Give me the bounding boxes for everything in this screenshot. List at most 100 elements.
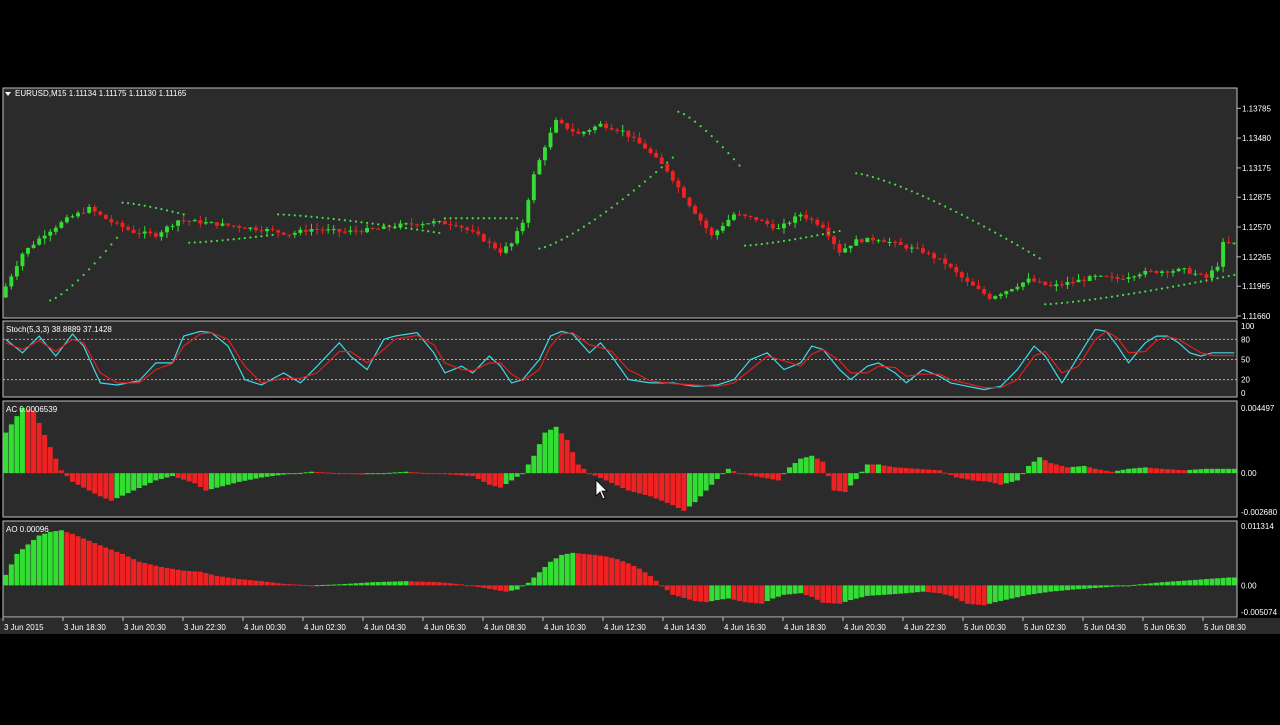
psar-dot (1166, 286, 1169, 289)
ac-bar (214, 473, 220, 488)
ac-bar (1176, 469, 1182, 474)
psar-dot (543, 245, 547, 249)
ao-bar (286, 584, 292, 586)
ac-bar (509, 473, 515, 481)
psar-dot (438, 231, 441, 235)
psar-dot (349, 219, 352, 222)
ao-bar (481, 585, 487, 588)
psar-dot (554, 241, 558, 244)
ao-bar (253, 580, 259, 586)
ao-bar (192, 571, 198, 586)
ao-bar (14, 553, 20, 586)
candle-body (648, 148, 653, 153)
candle-body (665, 164, 670, 172)
psar-dot (610, 206, 613, 209)
ac-bar (842, 473, 848, 493)
ao-bar (525, 582, 531, 586)
psar-dot (716, 140, 719, 143)
ac-bar (598, 473, 604, 478)
ao-bar (164, 567, 170, 586)
ac-tick-label: 0.004497 (1241, 404, 1275, 413)
candle-body (1132, 276, 1137, 278)
ac-bar (420, 472, 426, 474)
ao-bar (381, 581, 387, 586)
ac-bar (581, 468, 587, 474)
ao-bar (1120, 585, 1126, 587)
ac-bar (192, 473, 198, 484)
psar-dot (488, 217, 491, 220)
ao-bar (603, 556, 609, 586)
candle-body (1232, 242, 1237, 244)
candle-body (1210, 270, 1214, 278)
ac-bar (158, 473, 164, 479)
ao-bar (636, 568, 642, 586)
ao-title: AO 0.00096 (6, 525, 49, 534)
psar-dot (371, 222, 374, 225)
psar-dot (988, 228, 991, 231)
ac-bar (120, 473, 126, 496)
ac-bar (1026, 465, 1032, 474)
psar-dot (732, 158, 736, 161)
ac-bar (86, 473, 92, 491)
candle-body (1154, 270, 1159, 273)
ac-bar (442, 473, 448, 475)
psar-dot (1227, 274, 1230, 278)
candle-body (993, 296, 998, 299)
ac-bar (1014, 473, 1020, 481)
ao-panel (2, 520, 1238, 618)
ao-bar (97, 545, 103, 586)
psar-dot (1171, 285, 1175, 288)
ac-bar (1231, 468, 1237, 474)
ao-bar (731, 585, 737, 600)
price-tick-label: 1.12570 (1242, 223, 1271, 232)
ao-bar (959, 585, 965, 602)
psar-dot (632, 189, 635, 192)
ac-bar (998, 473, 1004, 485)
psar-dot (727, 152, 730, 155)
candle-body (893, 241, 898, 243)
candle-body (548, 132, 553, 148)
candle-body (1082, 279, 1087, 281)
candle-body (565, 123, 570, 129)
ao-bar (631, 565, 637, 586)
candle-body (342, 231, 347, 233)
candle-body (643, 143, 647, 149)
candle-body (882, 240, 886, 243)
candle-body (798, 214, 803, 217)
ac-bar (536, 444, 542, 474)
psar-dot (1021, 247, 1025, 250)
psar-dot (432, 230, 435, 234)
ao-bar (292, 584, 298, 586)
ac-bar (97, 473, 103, 497)
ao-bar (1137, 584, 1143, 586)
candle-body (909, 247, 914, 249)
psar-dot (282, 213, 285, 216)
psar-dot (655, 171, 658, 174)
ac-bar (297, 472, 303, 474)
candle-body (1137, 274, 1142, 277)
ac-bar (1092, 468, 1098, 474)
ac-bar (903, 468, 909, 474)
ao-bar (781, 585, 787, 595)
psar-dot (410, 227, 413, 230)
psar-dot (894, 183, 897, 186)
psar-dot (110, 243, 113, 246)
psar-dot (93, 262, 96, 265)
ao-bar (331, 584, 337, 586)
psar-dot (154, 206, 157, 210)
ac-bar (603, 473, 609, 481)
psar-dot (938, 202, 941, 205)
candle-body (1171, 271, 1176, 273)
ac-bar (381, 473, 387, 475)
psar-dot (866, 174, 869, 177)
time-axis-label: 4 Jun 16:30 (724, 623, 766, 632)
ao-bar (220, 576, 226, 586)
time-axis-label: 4 Jun 02:30 (304, 623, 346, 632)
ac-bar (1226, 468, 1232, 474)
ac-bar (1209, 468, 1215, 474)
candle-body (937, 258, 942, 260)
ac-bar (742, 473, 748, 475)
candle-body (1226, 241, 1231, 243)
